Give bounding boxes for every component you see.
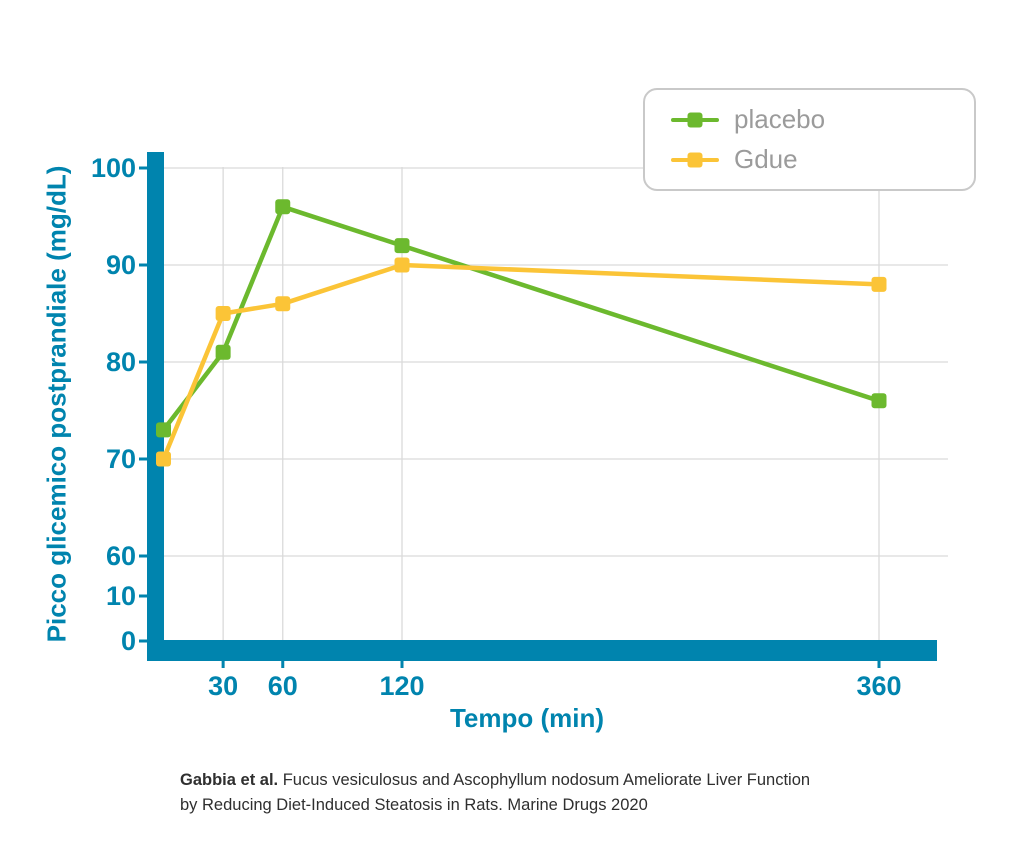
- y-axis-bar: [147, 152, 164, 661]
- data-point-Gdue: [215, 306, 231, 321]
- x-tick-label: 60: [268, 671, 298, 701]
- gdue-series-swatch: [671, 151, 719, 168]
- data-point-placebo: [394, 238, 410, 254]
- legend-label-placebo: placebo: [734, 104, 826, 134]
- y-tick: [139, 360, 147, 364]
- placebo-series-swatch: [671, 111, 719, 128]
- y-axis-title: Picco glicemico postprandiale (mg/dL): [41, 165, 72, 643]
- legend-item-placebo: placebo: [671, 104, 974, 135]
- data-point-Gdue: [394, 257, 410, 273]
- y-tick: [139, 457, 147, 461]
- y-tick: [139, 554, 147, 558]
- data-point-Gdue: [275, 296, 291, 312]
- y-tick-label: 0: [121, 626, 136, 656]
- square-marker-icon: [687, 112, 703, 127]
- x-tick: [400, 661, 404, 668]
- x-axis-bar: [147, 640, 937, 661]
- x-tick: [221, 661, 225, 668]
- x-tick-label: 30: [208, 671, 238, 701]
- y-tick-label: 80: [106, 347, 136, 377]
- square-marker-icon: [687, 152, 703, 167]
- data-point-placebo: [215, 344, 231, 360]
- y-tick: [139, 594, 147, 598]
- y-tick-label: 10: [106, 581, 136, 611]
- legend-item-gdue: Gdue: [671, 144, 974, 175]
- data-point-Gdue: [871, 276, 887, 292]
- y-tick: [139, 166, 147, 170]
- data-point-placebo: [871, 393, 887, 409]
- legend-label-gdue: Gdue: [734, 144, 798, 174]
- data-point-placebo: [156, 422, 171, 438]
- citation-body: Fucus vesiculosus and Ascophyllum nodosu…: [180, 771, 811, 814]
- data-point-placebo: [275, 199, 291, 215]
- y-tick-label: 90: [106, 250, 136, 280]
- y-tick-label: 60: [106, 541, 136, 571]
- series-line-placebo: [161, 204, 882, 433]
- y-tick-label: 100: [91, 153, 136, 183]
- y-tick: [139, 639, 147, 643]
- x-tick-label: 120: [379, 671, 424, 701]
- x-axis-title: Tempo (min): [449, 703, 605, 733]
- y-tick-label: 70: [106, 444, 136, 474]
- data-point-Gdue: [156, 451, 171, 467]
- x-tick: [877, 661, 881, 668]
- chart-legend: placebo Gdue: [643, 88, 976, 191]
- citation-authors: Gabbia et al.: [180, 771, 279, 789]
- x-tick-label: 360: [856, 671, 901, 701]
- citation: Gabbia et al. Fucus vesiculosus and Asco…: [180, 768, 880, 818]
- y-tick: [139, 263, 147, 267]
- x-tick: [281, 661, 285, 668]
